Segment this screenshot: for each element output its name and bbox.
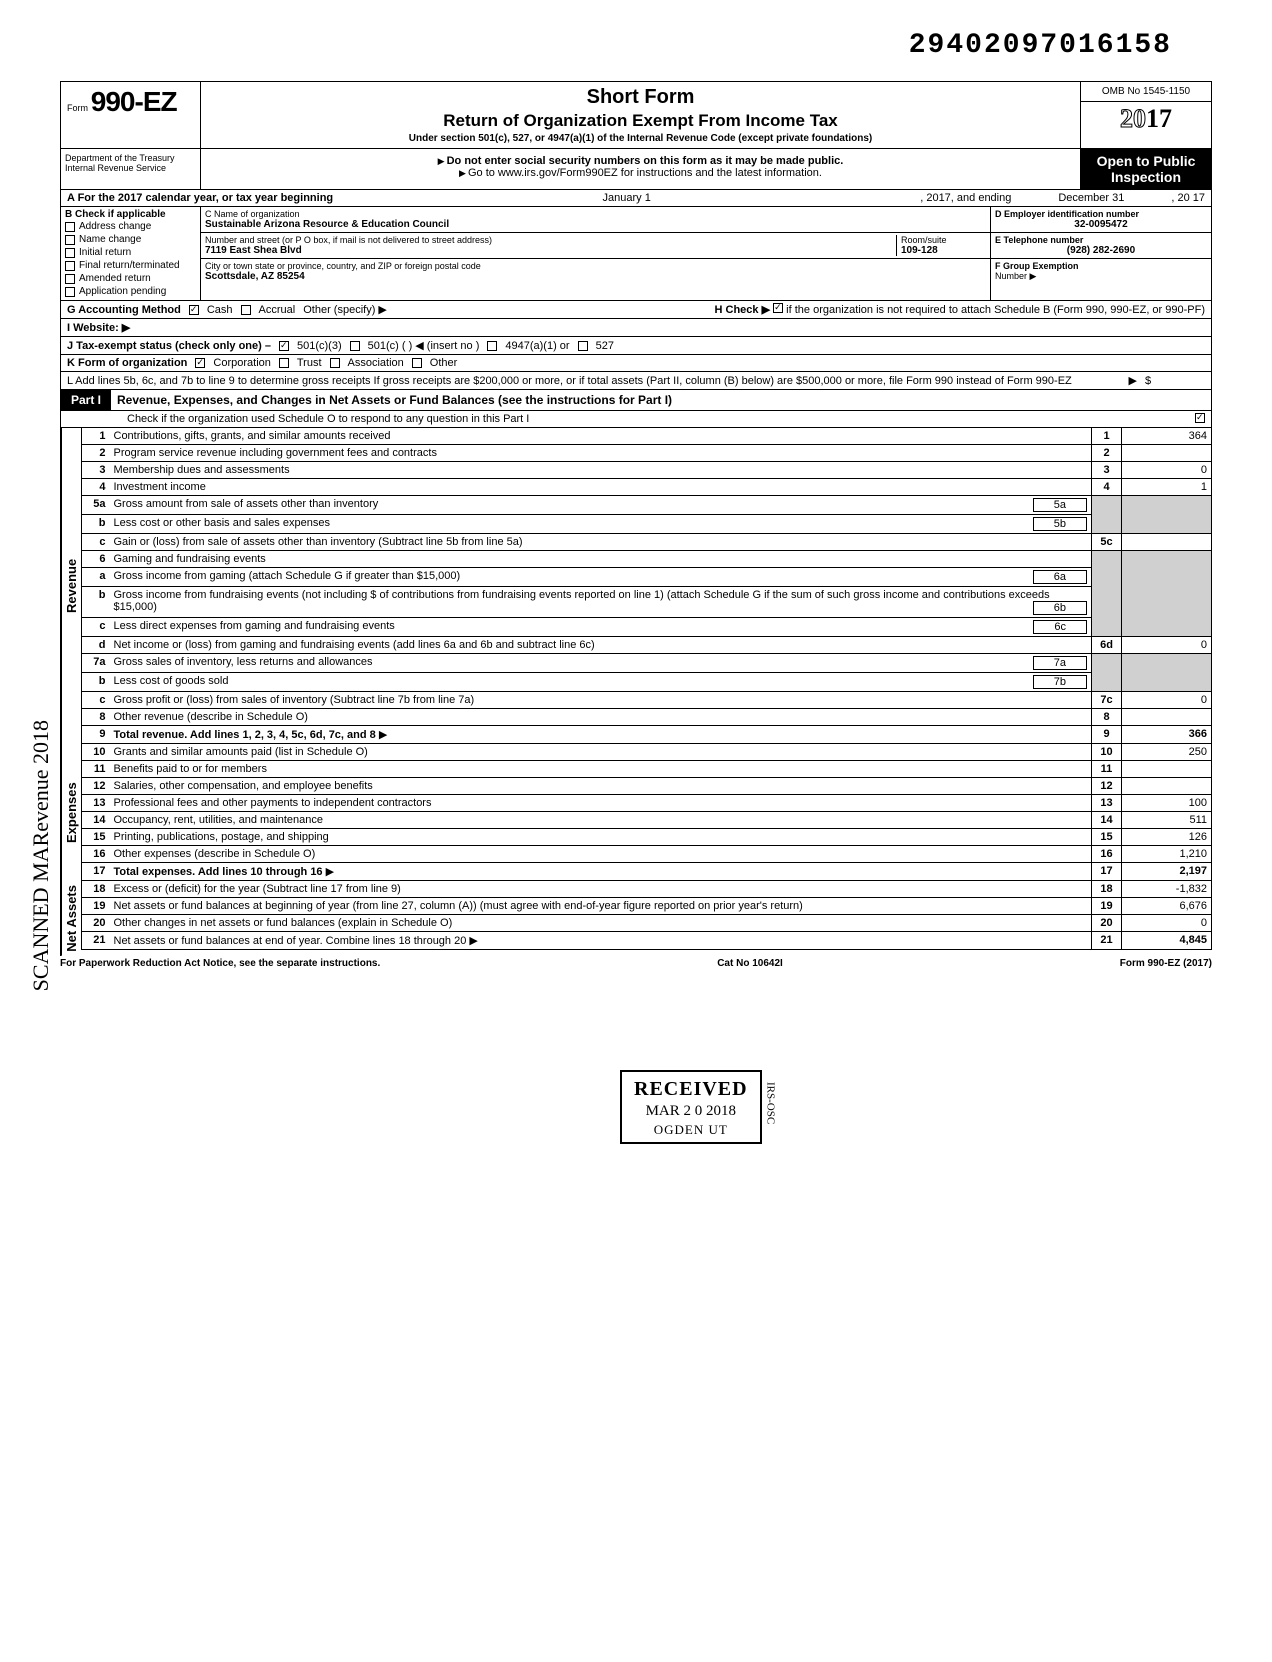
dln: 29402097016158 <box>60 30 1212 61</box>
ssn-warning: Do not enter social security numbers on … <box>447 155 844 167</box>
form-prefix: Form <box>67 103 88 113</box>
lines-g-l: G Accounting Method Cash Accrual Other (… <box>60 301 1212 390</box>
line-a: A For the 2017 calendar year, or tax yea… <box>60 190 1212 207</box>
revenue-section: Revenue 1Contributions, gifts, grants, a… <box>60 428 1212 744</box>
part1-check: Check if the organization used Schedule … <box>60 411 1212 428</box>
cb-assoc[interactable] <box>330 358 340 368</box>
k-label: K Form of organization <box>67 357 187 369</box>
phone: (928) 282-2690 <box>995 245 1207 256</box>
sub-header: Department of the Treasury Internal Reve… <box>60 149 1212 190</box>
c-label: C Name of organization <box>205 209 986 219</box>
footer-mid: Cat No 10642I <box>717 958 783 969</box>
cb-corp[interactable] <box>195 358 205 368</box>
cb-address-change[interactable]: Address change <box>65 220 196 233</box>
cb-527[interactable] <box>578 341 588 351</box>
f-label: F Group Exemption <box>995 261 1207 271</box>
open-public: Open to Public <box>1085 153 1207 169</box>
netassets-section: Net Assets 18Excess or (deficit) for the… <box>60 881 1212 956</box>
i-label: I Website: ▶ <box>67 321 130 334</box>
j-label: J Tax-exempt status (check only one) – <box>67 340 271 352</box>
cb-name-change[interactable]: Name change <box>65 233 196 246</box>
info-block: B Check if applicable Address change Nam… <box>60 207 1212 301</box>
addr-label: Number and street (or P O box, if mail i… <box>205 235 896 245</box>
cb-cash[interactable] <box>189 305 199 315</box>
h-tail: if the organization is not required to a… <box>786 304 1205 316</box>
form-number: 990-EZ <box>91 86 177 117</box>
footer-right: Form 990-EZ (2017) <box>1120 958 1212 969</box>
footer-left: For Paperwork Reduction Act Notice, see … <box>60 958 380 969</box>
cb-final-return[interactable]: Final return/terminated <box>65 259 196 272</box>
cb-initial-return[interactable]: Initial return <box>65 246 196 259</box>
return-title: Return of Organization Exempt From Incom… <box>207 111 1074 131</box>
short-form: Short Form <box>207 86 1074 109</box>
received-stamp: RECEIVED MAR 2 0 2018 OGDEN UT IRS-OSC <box>620 1070 762 1144</box>
goto: Go to www.irs.gov/Form990EZ for instruct… <box>468 167 822 179</box>
cb-other-org[interactable] <box>412 358 422 368</box>
expenses-section: Expenses 10Grants and similar amounts pa… <box>60 744 1212 881</box>
netassets-label: Net Assets <box>61 881 81 956</box>
g-label: G Accounting Method <box>67 304 181 316</box>
room-label: Room/suite <box>901 235 986 245</box>
org-name: Sustainable Arizona Resource & Education… <box>205 219 449 230</box>
inspection: Inspection <box>1085 169 1207 185</box>
part1-title: Revenue, Expenses, and Changes in Net As… <box>111 390 1211 410</box>
city-label: City or town state or province, country,… <box>205 261 986 271</box>
revenue-label: Revenue <box>61 428 81 744</box>
form-header: Form 990-EZ Short Form Return of Organiz… <box>60 81 1212 149</box>
e-label: E Telephone number <box>995 235 1207 245</box>
cb-schedule-o[interactable] <box>1195 413 1205 423</box>
l-text: L Add lines 5b, 6c, and 7b to line 9 to … <box>67 375 1121 387</box>
cb-h[interactable] <box>773 303 783 313</box>
cb-amended-return[interactable]: Amended return <box>65 272 196 285</box>
d-label: D Employer identification number <box>995 209 1207 219</box>
room: 109-128 <box>901 245 938 256</box>
street: 7119 East Shea Blvd <box>205 245 302 256</box>
cb-501c[interactable] <box>350 341 360 351</box>
cb-trust[interactable] <box>279 358 289 368</box>
cb-501c3[interactable] <box>279 341 289 351</box>
part1-label: Part I <box>61 390 111 410</box>
cb-application-pending[interactable]: Application pending <box>65 285 196 298</box>
omb: OMB No 1545-1150 <box>1081 82 1211 102</box>
expenses-label: Expenses <box>61 744 81 881</box>
city: Scottsdale, AZ 85254 <box>205 271 305 282</box>
part1-header: Part I Revenue, Expenses, and Changes in… <box>60 390 1212 411</box>
page-footer: For Paperwork Reduction Act Notice, see … <box>60 956 1212 971</box>
b-label: B Check if applicable <box>65 209 166 220</box>
irs: Internal Revenue Service <box>65 163 196 173</box>
cb-accrual[interactable] <box>241 305 251 315</box>
under-section: Under section 501(c), 527, or 4947(a)(1)… <box>207 133 1074 144</box>
tax-year: 20201717 <box>1081 102 1211 136</box>
ein: 32-0095472 <box>995 219 1207 230</box>
scanned-stamp: SCANNED MARevenue 2018 <box>28 720 54 991</box>
f-number: Number ▶ <box>995 271 1207 282</box>
cb-4947[interactable] <box>487 341 497 351</box>
dept: Department of the Treasury <box>65 153 196 163</box>
